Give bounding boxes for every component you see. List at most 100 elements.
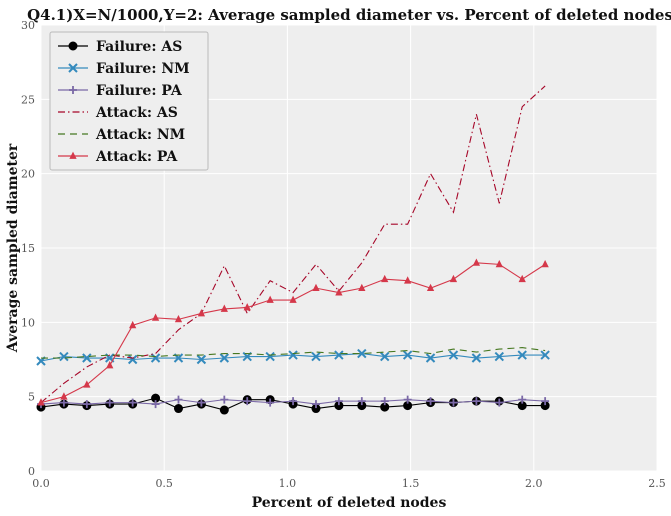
data-point-stroke [288,350,298,360]
chart-title: Q4.1)X=N/1000,Y=2: Average sampled diame… [27,6,671,24]
data-point [540,350,550,360]
data-point [151,313,160,321]
data-point-stroke [380,351,390,362]
data-point [266,295,274,303]
x-tick-label: 0.5 [155,477,173,490]
data-point [266,398,275,407]
data-point-stroke [402,350,413,360]
data-point [472,397,481,406]
data-point [196,354,207,365]
series-4 [41,347,546,359]
series-line [40,85,546,404]
y-tick-label: 20 [21,168,35,181]
legend-item: Attack: NM [58,127,185,143]
data-point [311,351,321,362]
data-point-stroke [471,353,482,363]
data-point [60,392,68,400]
y-axis-label: Average sampled diameter [5,143,21,353]
data-point [448,350,459,360]
legend-marker [68,41,78,51]
data-point [541,259,549,268]
data-point-stroke [265,351,275,362]
data-point [402,350,413,360]
data-point [37,398,45,406]
data-point [174,314,183,323]
data-point [449,398,458,407]
data-point [495,398,504,407]
data-point [471,353,482,363]
data-point-stroke [127,354,138,365]
data-point [82,353,92,363]
data-point-stroke [425,353,436,363]
data-point [219,405,229,415]
y-tick-label: 5 [28,391,35,404]
x-tick-label: 2.0 [525,477,543,490]
data-point [59,398,68,407]
data-point [127,354,138,365]
data-point [334,350,344,360]
series-layer [36,85,550,415]
legend-marker [69,86,77,94]
data-point [83,380,91,388]
data-point [173,404,183,414]
data-point [357,348,367,359]
x-tick-label: 1.0 [279,477,297,490]
data-point [426,397,435,406]
data-point-stroke [105,353,115,363]
data-point-stroke [448,350,459,360]
data-point [106,361,114,369]
legend-item: Attack: AS [58,105,178,121]
data-point [334,397,343,406]
data-point [220,395,229,404]
data-point [197,398,206,407]
data-point [380,351,390,362]
legend-label: Failure: NM [96,61,190,77]
data-point [243,397,252,406]
legend-label: Failure: AS [96,39,182,55]
data-point [288,350,298,360]
data-point-stroke [494,351,505,362]
data-point-stroke [173,353,184,363]
data-point [82,400,91,409]
data-point-stroke [540,350,550,360]
x-tick-label: 0.0 [32,477,50,490]
x-tick-label: 2.5 [648,477,666,490]
series-3 [40,85,546,404]
data-point [518,274,526,283]
data-point [105,398,114,407]
y-tick-label: 15 [21,242,35,255]
data-point [311,400,320,409]
data-point [495,259,503,268]
legend-label: Attack: AS [95,105,178,121]
data-point-stroke [219,353,230,363]
data-point [243,303,251,311]
data-point-stroke [150,353,161,363]
y-tick-label: 25 [21,93,35,106]
legend: Failure: AS Failure: NM Failure: PA Attack:… [49,31,209,171]
legend-label: Attack: NM [95,127,185,143]
data-point [335,288,343,296]
legend-label: Failure: PA [96,83,183,99]
data-point-stroke [82,353,92,363]
data-point [151,400,160,409]
data-point [357,397,366,406]
series-line [41,347,546,359]
legend-item: Failure: PA [58,83,183,99]
data-point [358,283,366,292]
series-2 [37,395,550,409]
legend-item: Failure: NM [58,61,190,77]
y-tick-label: 0 [28,465,35,478]
y-tick-label: 10 [21,316,35,329]
legend-marker-stroke [68,63,78,73]
data-point [425,353,436,363]
data-point [219,353,230,363]
data-point [494,351,505,362]
data-point [197,309,206,317]
legend-box [49,31,209,171]
y-axis-ticks: 0 5 10 15 20 25 30 [21,19,35,478]
legend-item: Attack: PA [58,149,178,165]
data-point [289,397,298,406]
legend-label: Attack: PA [95,149,178,165]
data-point [403,395,412,404]
